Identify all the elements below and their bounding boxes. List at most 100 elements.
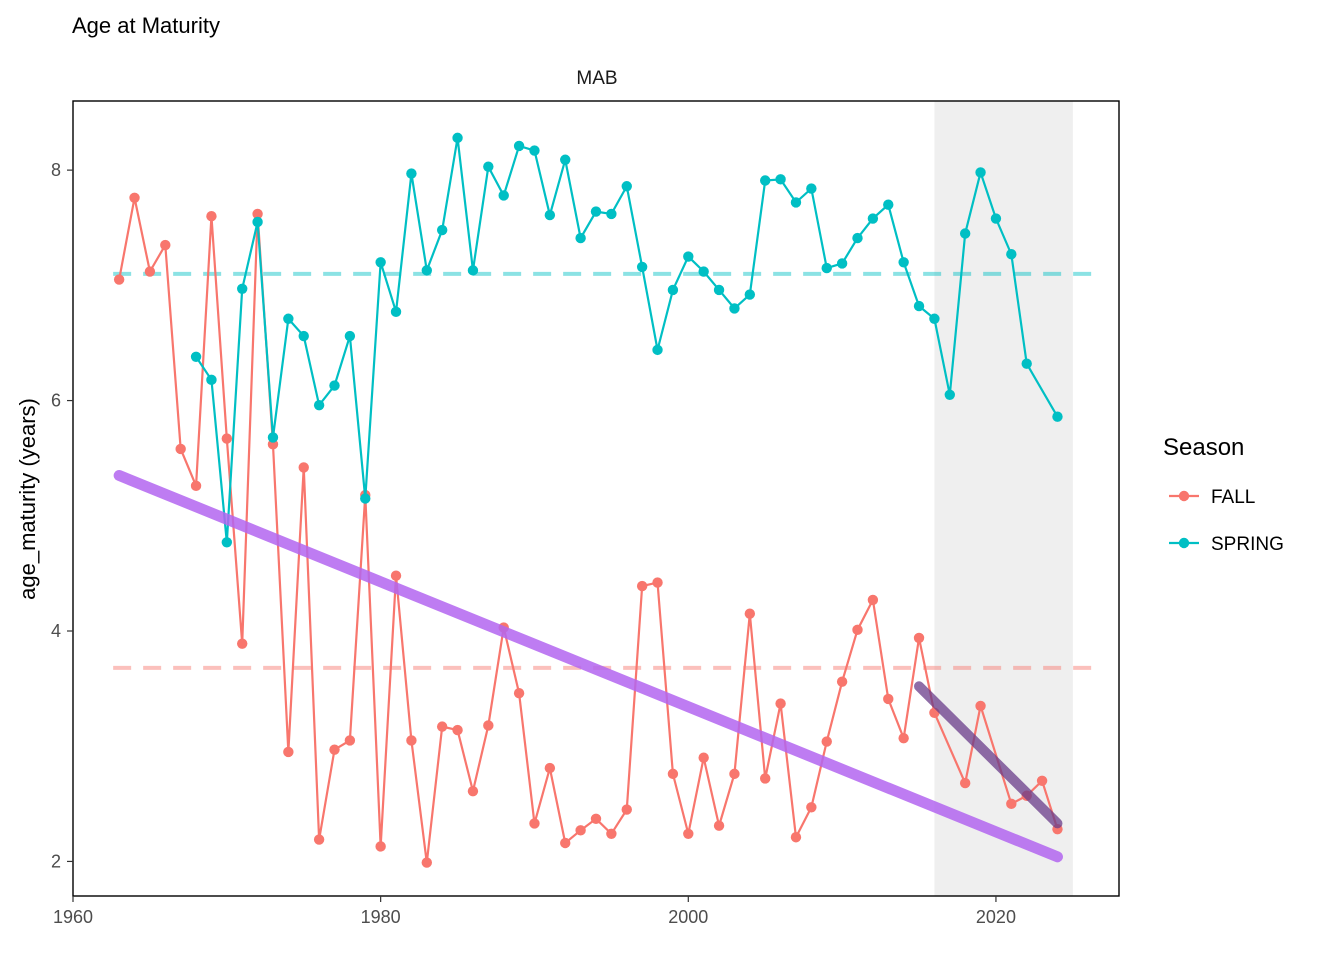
data-point-fall [344,735,356,746]
data-point-fall [683,828,694,839]
data-point-spring [513,140,525,152]
data-point-fall [144,266,156,277]
data-point-spring [913,300,925,312]
series-line-spring [195,137,1059,543]
data-point-fall [636,580,648,592]
y-tick-label: 8 [51,160,61,180]
data-point-spring [836,258,848,269]
x-tick-label: 2000 [668,907,708,927]
data-point-spring [329,380,340,391]
data-point-spring [821,262,832,274]
data-point-fall [1006,798,1017,810]
y-axis: 2 4 6 8 [51,160,73,871]
data-point-spring [283,313,294,324]
data-point-fall [744,608,756,619]
long-trend-line [113,469,1063,863]
data-point-fall [575,825,586,836]
data-point-spring [867,213,879,224]
data-point-fall [883,693,894,705]
data-point-fall [652,577,663,588]
data-point-fall [775,698,786,709]
data-point-fall [852,624,863,636]
data-point-spring [560,154,571,165]
data-point-fall [283,746,294,758]
data-point-fall [913,632,925,644]
data-point-fall [329,744,340,755]
y-tick-label: 4 [51,621,61,641]
y-tick-label: 6 [51,391,61,411]
legend-title: Season [1163,434,1244,461]
data-point-fall [252,208,263,220]
data-point-fall [606,828,617,839]
legend-label-fall: FALL [1211,487,1255,508]
data-point-spring [944,389,955,401]
data-point-spring [298,330,309,342]
data-point-fall [436,721,448,732]
data-point-spring [975,167,986,178]
data-point-spring [206,374,217,386]
data-point-fall [160,239,171,251]
plot-panel [72,100,1120,897]
data-point-spring [729,303,740,314]
y-axis-title: age_maturity (years) [15,398,40,600]
data-point-spring [360,493,371,504]
data-point-spring [959,228,971,239]
data-point-spring [1021,358,1032,369]
x-tick-label: 1980 [361,907,401,927]
data-point-fall [406,735,417,746]
chart-title: Age at Maturity [72,13,220,38]
data-point-fall [821,736,832,747]
data-point-fall [760,773,771,784]
data-point-fall [790,832,802,843]
data-point-fall [206,211,217,222]
data-point-fall [698,752,709,763]
data-point-spring [544,209,556,221]
data-point-spring [775,174,786,185]
data-point-fall [129,192,140,203]
data-point-spring [529,145,540,156]
data-point-spring [621,181,632,192]
data-point-fall [175,443,186,455]
data-point-spring [606,208,617,220]
data-point-fall [113,274,125,285]
legend-key-point-fall [1178,490,1190,502]
data-point-spring [267,432,279,443]
series-layer [113,132,1063,868]
data-point-spring [883,199,894,210]
data-point-fall [1036,775,1048,786]
data-point-spring [760,175,771,186]
data-point-fall [836,676,848,687]
data-point-spring [406,168,417,179]
data-point-spring [390,306,402,318]
data-point-spring [898,257,909,268]
data-point-fall [713,820,725,831]
data-point-fall [806,802,817,813]
data-point-fall [544,762,556,774]
data-point-spring [313,399,325,411]
data-point-spring [852,232,863,244]
data-point-spring [806,183,817,194]
data-point-fall [621,804,632,815]
data-point-fall [560,837,571,849]
data-point-spring [667,284,679,296]
data-point-fall [667,768,679,780]
data-point-fall [452,724,463,736]
data-point-fall [867,594,879,606]
data-point-spring [990,213,1002,224]
data-point-fall [590,813,602,825]
data-point-spring [190,351,202,362]
data-point-spring [467,265,479,276]
short-trend-line [914,681,1063,829]
data-point-fall [375,841,386,852]
data-point-spring [498,190,509,201]
data-point-spring [790,197,802,208]
y-tick-label: 2 [51,851,61,871]
x-tick-label: 1960 [53,907,93,927]
data-point-spring [713,284,725,296]
legend-label-spring: SPRING [1211,534,1284,555]
data-point-fall [390,570,402,581]
x-axis: 1960 1980 2000 2020 [53,896,1016,927]
data-point-fall [190,480,202,492]
data-point-spring [452,132,463,144]
